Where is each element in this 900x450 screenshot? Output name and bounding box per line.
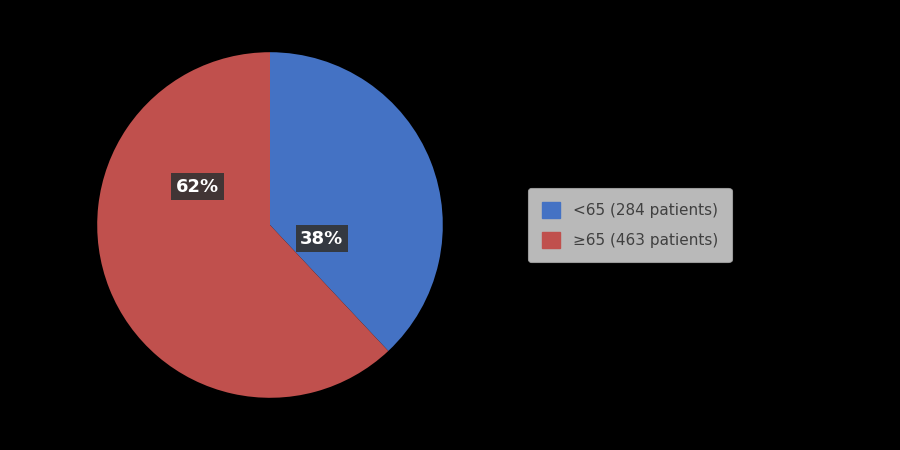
Legend: <65 (284 patients), ≥65 (463 patients): <65 (284 patients), ≥65 (463 patients): [528, 189, 732, 261]
Wedge shape: [270, 52, 443, 351]
Wedge shape: [97, 52, 388, 398]
Text: 38%: 38%: [301, 230, 344, 248]
Text: 62%: 62%: [176, 178, 219, 196]
